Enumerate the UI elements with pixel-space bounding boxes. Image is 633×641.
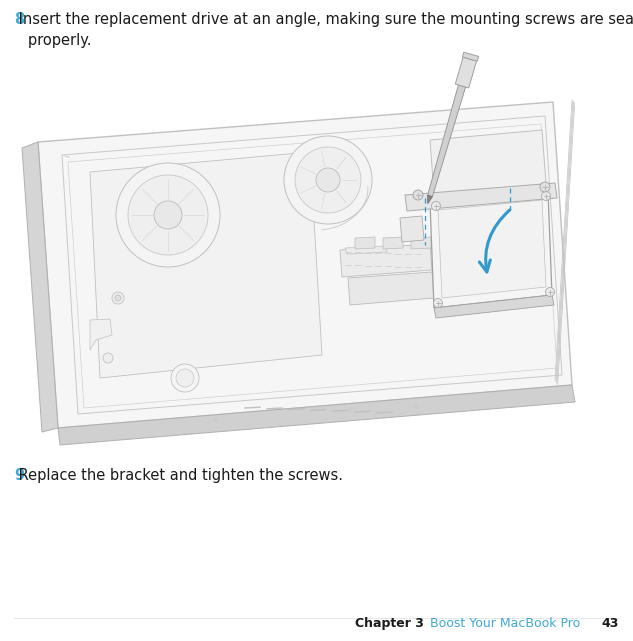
Polygon shape [430, 192, 552, 308]
Polygon shape [430, 130, 548, 221]
Text: 43: 43 [601, 617, 619, 630]
Circle shape [128, 175, 208, 255]
Text: Chapter 3: Chapter 3 [355, 617, 424, 630]
Polygon shape [348, 272, 434, 305]
Polygon shape [411, 237, 431, 249]
Polygon shape [90, 319, 112, 350]
Circle shape [432, 201, 441, 210]
Circle shape [295, 147, 361, 213]
Polygon shape [22, 142, 58, 432]
Polygon shape [428, 196, 432, 204]
Circle shape [154, 201, 182, 229]
Polygon shape [383, 237, 403, 249]
Polygon shape [38, 102, 572, 428]
Text: Replace the bracket and tighten the screws.: Replace the bracket and tighten the scre… [14, 468, 343, 483]
Polygon shape [428, 85, 466, 197]
Polygon shape [340, 244, 432, 277]
Circle shape [115, 295, 121, 301]
Text: 9: 9 [14, 468, 24, 483]
Circle shape [284, 136, 372, 224]
Circle shape [116, 163, 220, 267]
Polygon shape [463, 52, 479, 62]
Polygon shape [405, 183, 557, 211]
Circle shape [171, 364, 199, 392]
Circle shape [434, 299, 442, 308]
Polygon shape [455, 57, 477, 88]
Polygon shape [345, 246, 387, 254]
Circle shape [103, 353, 113, 363]
Circle shape [546, 288, 555, 297]
Polygon shape [400, 216, 424, 242]
Circle shape [541, 192, 551, 201]
Circle shape [176, 369, 194, 387]
Text: Insert the replacement drive at an angle, making sure the mounting screws are se: Insert the replacement drive at an angle… [14, 12, 633, 48]
Circle shape [112, 292, 124, 304]
Polygon shape [438, 200, 546, 298]
Circle shape [316, 168, 340, 192]
Circle shape [540, 182, 550, 192]
Text: 8: 8 [14, 12, 24, 27]
Circle shape [413, 190, 423, 200]
Polygon shape [434, 295, 554, 318]
Polygon shape [58, 385, 575, 445]
Polygon shape [90, 152, 322, 378]
Polygon shape [355, 237, 375, 249]
Text: Boost Your MacBook Pro: Boost Your MacBook Pro [430, 617, 580, 630]
